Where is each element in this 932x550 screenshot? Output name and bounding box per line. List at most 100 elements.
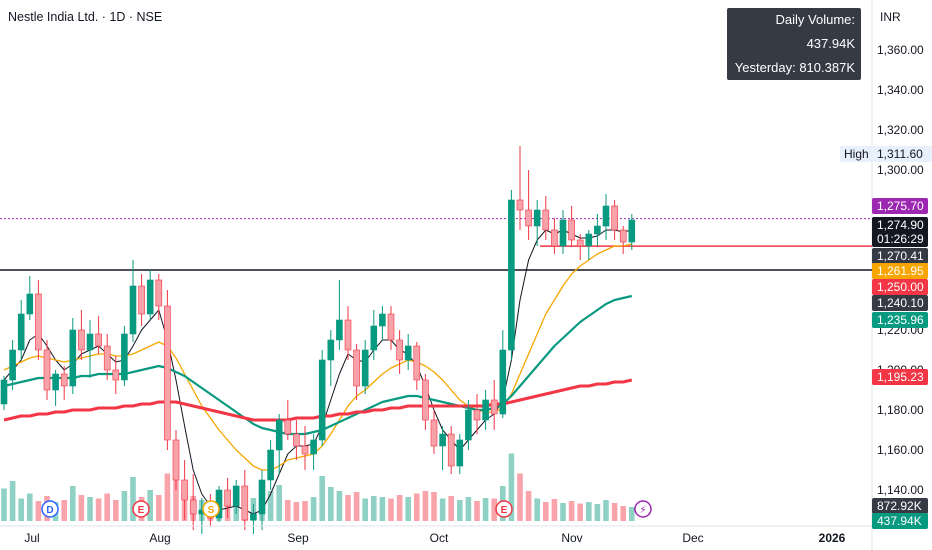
candle-body [121, 333, 128, 381]
price-tick-label: 1,320.00 [877, 123, 924, 137]
candle-body [430, 419, 438, 447]
volume-bar [517, 473, 523, 521]
event-marker [634, 500, 652, 518]
volume-bar [302, 501, 308, 521]
volume-bar [61, 500, 67, 521]
candle-body [602, 205, 610, 227]
volume-bar [431, 492, 437, 521]
volume-bar [457, 500, 463, 521]
price-badge [872, 198, 928, 214]
event-marker [132, 500, 150, 518]
volume-bar [35, 501, 42, 521]
volume-bar [388, 498, 394, 521]
candle-body [576, 239, 584, 247]
event-marker [495, 500, 513, 518]
volume-bar [9, 481, 16, 521]
candle-body [611, 205, 618, 231]
price-badge [872, 279, 928, 295]
candle-body [473, 409, 481, 421]
volume-bar [482, 498, 489, 521]
event-marker [202, 500, 220, 518]
volume-bar [267, 491, 274, 521]
volume-bar [173, 480, 179, 521]
price-badge [872, 217, 928, 233]
candle-body [138, 285, 145, 315]
time-axis-label: Aug [149, 531, 170, 545]
candle-body [164, 305, 171, 441]
candle-body [0, 379, 8, 405]
volume-bar [474, 501, 480, 521]
volume-bar [285, 500, 291, 521]
candle-body [551, 229, 558, 247]
volume-bar [586, 502, 592, 521]
volume-bar [328, 487, 334, 521]
candle-body [525, 209, 532, 227]
event-marker-label: D [46, 505, 53, 516]
candle-body [490, 399, 498, 415]
time-axis-label: Sep [287, 531, 309, 545]
time-axis-label: Dec [682, 531, 703, 545]
candle-body [26, 293, 34, 315]
volume-bar [405, 497, 411, 521]
price-badge-label: 437.94K [877, 514, 922, 528]
price-tick-label: 1,180.00 [877, 403, 924, 417]
volume-bar [603, 500, 609, 521]
volume-bar [87, 497, 93, 521]
event-marker-label: S [208, 505, 215, 516]
candle-body [224, 489, 231, 507]
price-badge-label: 1,274.90 [877, 218, 924, 232]
candle-body [189, 499, 197, 515]
candle-body [52, 373, 59, 391]
volume-bar [345, 495, 351, 521]
candle-body [293, 433, 300, 447]
candle-body [387, 313, 395, 341]
candle-body [456, 439, 464, 467]
volume-bar [594, 504, 601, 521]
candle-body [594, 225, 601, 235]
candle-body [241, 485, 249, 521]
volume-bar [130, 477, 136, 521]
time-axis-label: Oct [430, 531, 449, 545]
candle-body [181, 479, 188, 501]
candle-body [103, 345, 111, 371]
candle-body [404, 345, 412, 361]
price-badge [872, 369, 928, 385]
volume-bar [611, 503, 618, 521]
volume-bar [121, 491, 128, 521]
price-tick-label: 1,360.00 [877, 43, 924, 57]
volume-bar [276, 485, 282, 521]
volume-bar [113, 500, 119, 521]
price-badge-label: 1,195.23 [877, 370, 924, 384]
candle-body [499, 349, 507, 415]
price-badge-label: 1,250.00 [877, 280, 924, 294]
candle-body [361, 349, 369, 387]
volume-bar [156, 495, 162, 521]
volume-bar [439, 498, 446, 521]
candle-body [439, 433, 446, 447]
volume-bar [629, 507, 635, 521]
volume-bar [465, 497, 472, 521]
candle-body [542, 209, 550, 231]
candle-body [619, 229, 627, 243]
candle-body [508, 199, 515, 351]
candle-body [17, 313, 25, 351]
volume-info-box: Daily Volume: 437.94K Yesterday: 810.387… [727, 8, 861, 99]
volume-bar [422, 491, 429, 521]
candle-body [258, 479, 266, 515]
daily-volume-text: Daily Volume: 437.94K [775, 12, 855, 51]
currency-label[interactable]: INR [880, 10, 901, 24]
sma_fast-line [3, 229, 632, 515]
candle-body [465, 409, 472, 441]
high-value: 1,311.60 [877, 147, 923, 161]
candle-body [112, 369, 120, 381]
candle-body [344, 319, 352, 351]
event-marker-label: E [138, 505, 145, 516]
high-label: High [844, 147, 869, 161]
candle-body [336, 319, 343, 341]
time-axis-label: 2026 [819, 531, 846, 545]
price-badge-label: 01:26:29 [877, 232, 924, 246]
price-badge [872, 295, 928, 311]
price-badge [872, 248, 928, 264]
